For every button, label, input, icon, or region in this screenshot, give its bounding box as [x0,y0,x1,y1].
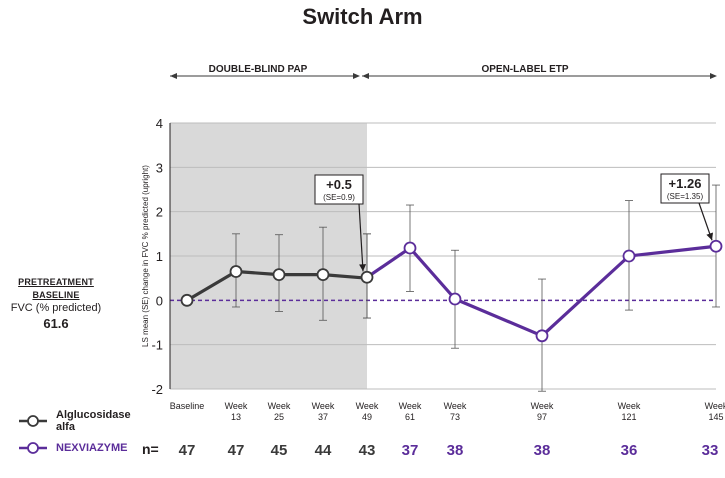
x-tick-label: Week [356,401,379,411]
y-tick-label: -2 [151,382,163,397]
x-tick-label: Week [225,401,248,411]
double-blind-label: DOUBLE-BLIND PAP [209,64,308,75]
legend-alglucosidase-label: Alglucosidase alfa [56,409,131,433]
n-count: 43 [359,442,376,459]
x-tick-label: Week [268,401,291,411]
data-point [360,270,374,284]
data-point [229,265,243,278]
n-count: 45 [271,442,288,459]
data-point [622,249,636,263]
series-line-2 [366,244,717,338]
data-point [535,329,549,343]
y-tick-label: 1 [156,249,163,264]
callout-value: +1.26 [669,176,702,191]
callout-arrow-head [359,264,367,272]
x-tick-sublabel: 13 [231,412,241,422]
x-tick-label: Baseline [170,401,205,411]
data-point [709,239,723,253]
x-tick-label: Week [444,401,467,411]
x-tick-label: Week [531,401,554,411]
double-blind-arrow-left-head [170,73,177,79]
data-point [448,292,462,306]
data-point [403,241,417,255]
x-tick-label: Week [705,401,725,411]
y-tick-label: 4 [156,116,163,131]
n-count: 38 [534,442,551,459]
x-tick-sublabel: 49 [362,412,372,422]
n-count: 37 [402,442,419,459]
callout-se: (SE=0.9) [323,193,355,202]
x-tick-sublabel: 37 [318,412,328,422]
y-tick-label: -1 [151,338,163,353]
x-tick-label: Week [312,401,335,411]
baseline-metric: FVC (% predicted) [10,302,102,314]
n-count: 36 [621,442,638,459]
callout-se: (SE=1.35) [667,192,704,201]
legend-nexviazyme: NEXVIAZYME [18,441,128,455]
n-count: 44 [315,442,332,459]
chart-title: Switch Arm [302,4,423,29]
data-point [180,293,194,307]
data-point [316,268,330,282]
open-label-arrow-left-head [362,73,369,79]
x-tick-sublabel: 145 [708,412,723,422]
callout-arrow [358,203,364,272]
y-tick-label: 0 [156,293,163,308]
legend-nexviazyme-marker [19,442,47,454]
y-axis-label: LS mean (SE) change in FVC % predicted (… [141,165,150,347]
pretreatment-baseline: PRETREATMENT BASELINE FVC (% predicted) … [8,276,104,330]
open-label-label: OPEN-LABEL ETP [481,64,568,75]
y-tick-label: 2 [156,205,163,220]
open-label-arrow-right-head [710,73,717,79]
x-tick-sublabel: 97 [537,412,547,422]
x-tick-sublabel: 121 [621,412,636,422]
legend-alglucosidase: Alglucosidase alfa [18,409,131,433]
n-count: 47 [179,442,196,459]
x-tick-sublabel: 25 [274,412,284,422]
n-label: n= [142,441,159,457]
data-point [272,268,286,282]
callout-value: +0.5 [326,177,352,192]
x-tick-sublabel: 61 [405,412,415,422]
callout-arrow-head [706,232,713,241]
n-count: 47 [228,442,245,459]
baseline-value: 61.6 [43,316,69,331]
x-tick-label: Week [399,401,422,411]
callout-box [314,174,364,205]
x-tick-label: Week [618,401,641,411]
n-count: 33 [702,442,719,459]
double-blind-arrow-right-head [353,73,360,79]
n-count: 38 [447,442,464,459]
x-tick-sublabel: 73 [450,412,460,422]
legend-nexviazyme-label: NEXVIAZYME [56,442,128,454]
baseline-label: PRETREATMENT BASELINE [18,277,94,300]
y-tick-label: 3 [156,160,163,175]
legend-alglucosidase-marker [19,415,47,427]
callout-box [660,173,710,204]
